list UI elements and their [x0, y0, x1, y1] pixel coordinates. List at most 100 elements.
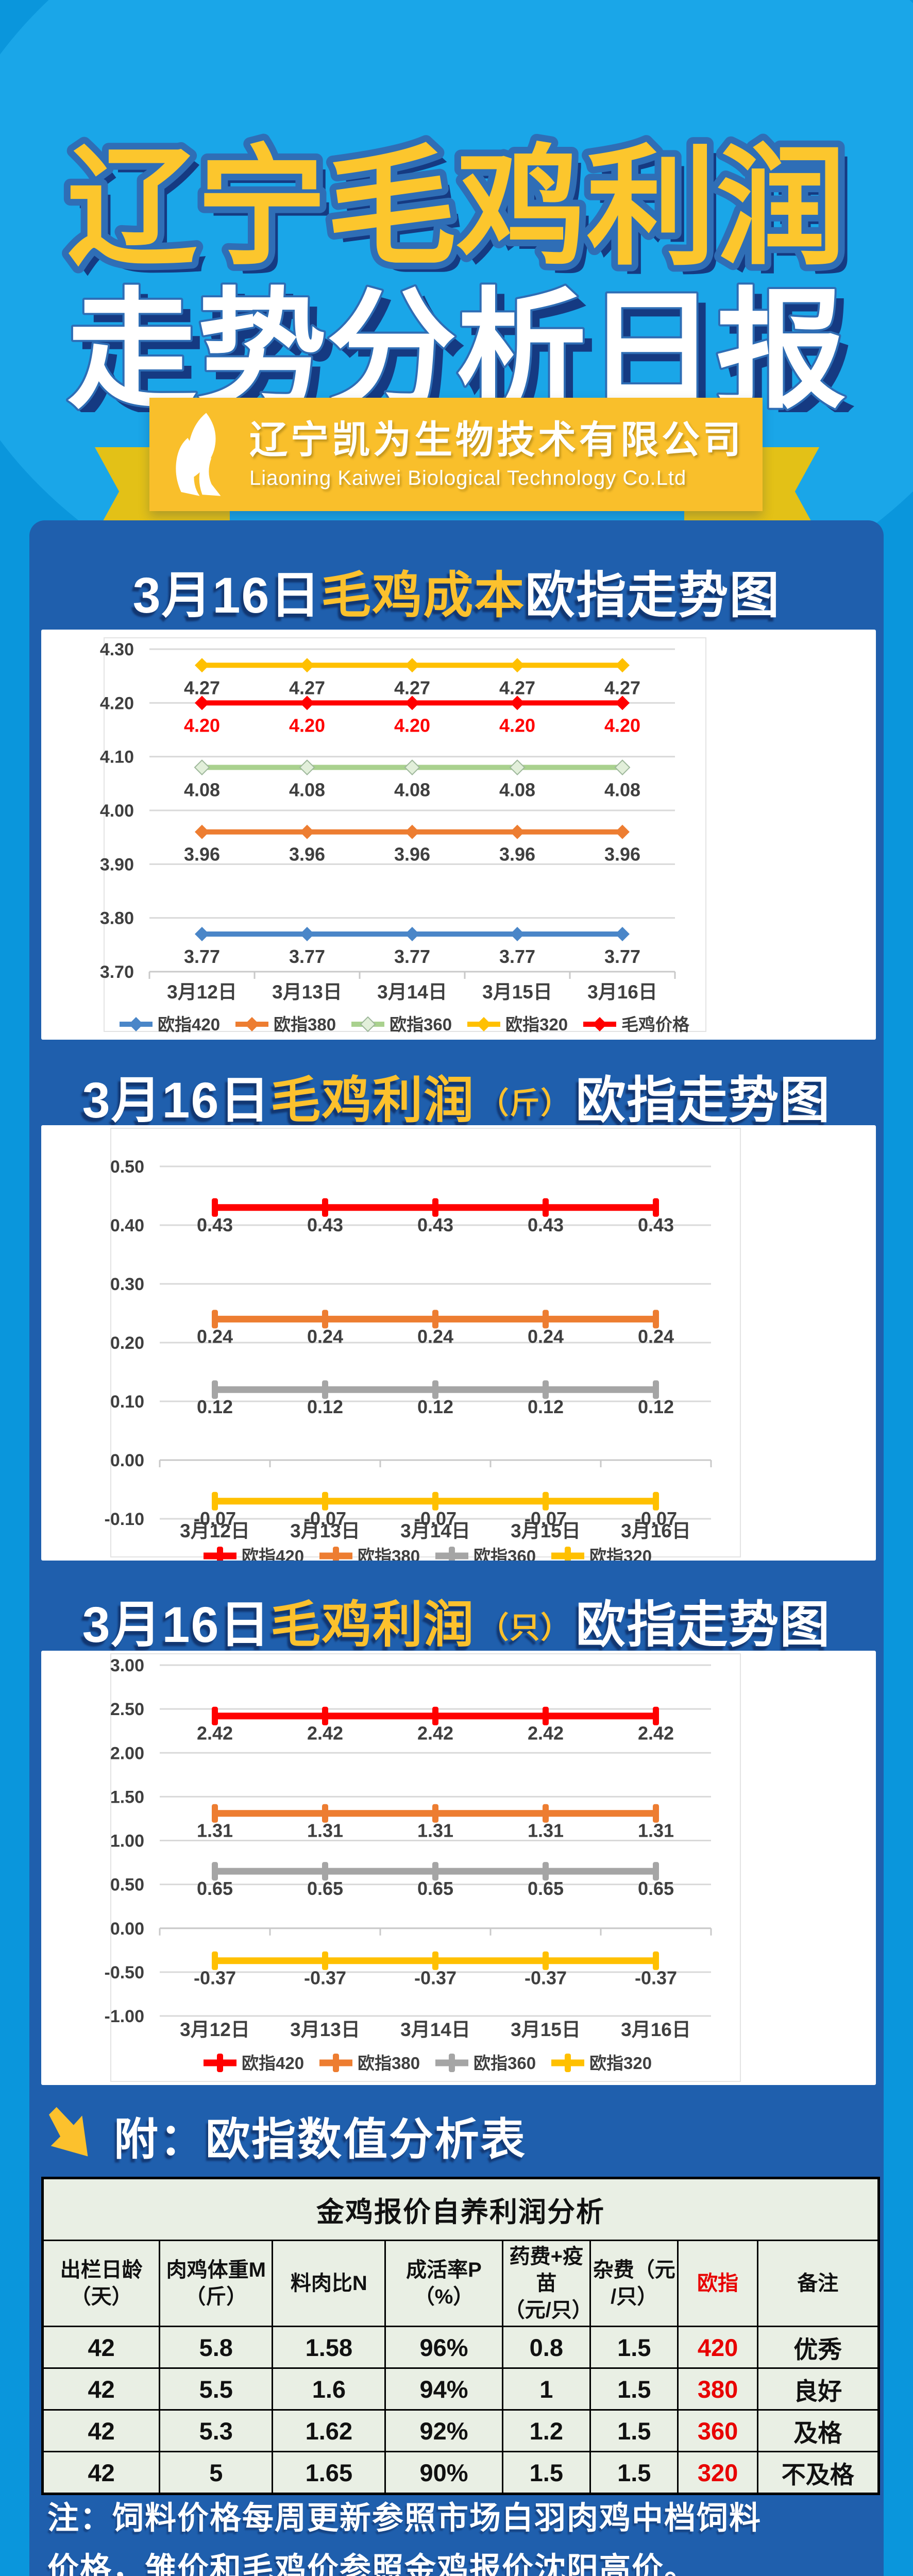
data-point-label: 0.24: [307, 1326, 343, 1347]
legend-item-毛鸡价格: 毛鸡价格: [583, 1015, 690, 1034]
title-line1: 辽宁毛鸡利润: [67, 135, 846, 280]
y-axis-tick-label: 0.20: [110, 1333, 144, 1353]
table-cell: 42: [41, 2409, 161, 2452]
data-point-marker: [653, 1492, 659, 1511]
y-axis-tick-label: 0.00: [110, 1451, 144, 1470]
data-point-marker: [449, 1547, 455, 1561]
table-title: 金鸡报价自养利润分析: [42, 2177, 880, 2241]
x-axis-tick-label: 3月14日: [400, 2019, 470, 2040]
legend-label: 欧指320: [505, 1015, 568, 1034]
data-point-marker: [543, 1804, 549, 1823]
y-axis-tick-label: 3.70: [100, 962, 134, 982]
series-欧指380: 3.96 3.96 3.96 3.96 3.96: [184, 824, 640, 865]
cost-trend-chart: 4.304.204.104.003.903.803.703.77 3.77 3.77…: [100, 637, 706, 1034]
table-row: 42 5.8 1.58 96% 0.8 1.5 420 优秀: [41, 2326, 880, 2369]
table-cell: 96%: [384, 2326, 503, 2369]
data-point-label: 0.24: [638, 1326, 674, 1347]
section-highlight: 毛鸡成本: [321, 567, 526, 623]
table-cell: 42: [41, 2326, 161, 2369]
data-point-marker: [543, 1951, 549, 1970]
data-point-label: 0.65: [307, 1878, 343, 1899]
data-point-marker: [322, 1492, 328, 1511]
data-point-label: 4.27: [394, 677, 430, 698]
data-point-marker: [195, 658, 209, 673]
data-point-label: 1.31: [638, 1820, 674, 1841]
legend-label: 欧指360: [390, 1015, 452, 1034]
x-axis-tick-label: 3月16日: [621, 2019, 691, 2040]
table-cell: 1.5: [589, 2367, 679, 2411]
series-欧指420: 2.42 2.42 2.42 2.42 2.42: [197, 1706, 674, 1744]
data-point-label: 2.42: [307, 1723, 343, 1744]
table-cell: 0.8: [501, 2326, 591, 2369]
legend-item-欧指380: 欧指380: [235, 1015, 336, 1034]
analysis-heading: 附：欧指数值分析表: [49, 2103, 527, 2167]
data-point-label: 4.20: [394, 715, 430, 736]
table-header-cell: 成活率P （%）: [384, 2240, 503, 2327]
data-point-label: 0.65: [417, 1878, 453, 1899]
data-point-marker: [322, 1380, 328, 1399]
data-point-marker: [405, 926, 419, 941]
chart-card-cost: 4.30 4.20 4.10 4.00 3.90 3.80 3.70 3.77 3.77 3.77…: [41, 630, 876, 1040]
table-row: 42 5 1.65 90% 1.5 1.5 320 不及格: [41, 2451, 880, 2495]
chart-frame: [110, 1653, 741, 2082]
data-point-marker: [593, 1017, 607, 1031]
table-cell: 360: [677, 2409, 758, 2452]
series-欧指320: 4.27 4.27 4.27 4.27 4.27: [184, 658, 640, 698]
data-point-label: 0.12: [417, 1396, 453, 1417]
data-point-marker: [432, 1492, 438, 1511]
analysis-table: 金鸡报价自养利润分析 出栏日龄 （天） 肉鸡体重M （斤） 料肉比N 成活率P （%）药…: [41, 2177, 880, 2495]
data-point-marker: [543, 1198, 549, 1217]
x-axis-tick-label: 3月13日: [290, 2019, 360, 2040]
table-cell: 94%: [384, 2367, 503, 2411]
data-point-label: -0.07: [414, 1508, 457, 1529]
x-axis-tick-label: 3月16日: [587, 981, 657, 1003]
data-point-label: 4.08: [184, 779, 220, 801]
data-point-marker: [333, 2054, 339, 2072]
table-header-cell: 备注: [756, 2240, 880, 2327]
data-point-marker: [194, 759, 210, 775]
data-point-label: -0.07: [194, 1508, 236, 1529]
data-point-label: 3.96: [604, 844, 640, 865]
table-header-cell: 肉鸡体重M （斤）: [159, 2240, 274, 2327]
series-欧指320: -0.37 -0.37 -0.37 -0.37 -0.37: [194, 1951, 677, 1989]
data-point-marker: [322, 1198, 328, 1217]
data-point-marker: [405, 824, 419, 839]
data-point-marker: [653, 1951, 659, 1970]
table-header-cell: 杂费（元 /只）: [589, 2240, 679, 2327]
y-axis-tick-label: 0.50: [110, 1875, 144, 1895]
section-suffix: 欧指走势图: [576, 1072, 831, 1128]
x-axis-tick-label: 3月16日: [621, 1520, 691, 1541]
data-point-label: -0.37: [525, 1968, 567, 1989]
data-point-marker: [212, 1492, 218, 1511]
data-point-label: 4.20: [499, 715, 535, 736]
table-header-cell: 药费+疫苗 （元/只）: [501, 2240, 593, 2327]
data-point-marker: [432, 1198, 438, 1217]
data-point-marker: [653, 1706, 659, 1725]
series-欧指360: 0.12 0.12 0.12 0.12 0.12: [197, 1380, 674, 1417]
data-point-marker: [360, 1016, 376, 1032]
legend-item-欧指420: 欧指420: [204, 1547, 304, 1561]
data-point-marker: [543, 1862, 549, 1881]
section-unit: （只）: [479, 1611, 572, 1645]
table-cell: 1.5: [589, 2326, 679, 2369]
data-point-label: 4.08: [499, 779, 535, 801]
series-欧指320: -0.07 -0.07 -0.07 -0.07 -0.07: [194, 1492, 677, 1529]
legend-label: 欧指380: [358, 1547, 420, 1561]
profit-per-jin-chart: 0.500.400.300.200.100.00-0.100.43 0.43 0.4…: [105, 1128, 741, 1561]
company-name-cn: 辽宁凯为生物技术有限公司: [249, 418, 744, 461]
legend-item-欧指360: 欧指360: [435, 1547, 536, 1561]
series-毛鸡价格: 4.20 4.20 4.20 4.20 4.20: [184, 696, 640, 736]
x-axis-tick-label: 3月15日: [511, 1520, 581, 1541]
data-point-label: 0.12: [307, 1396, 343, 1417]
y-axis-tick-label: 4.10: [100, 748, 134, 767]
data-point-label: 0.12: [638, 1396, 674, 1417]
x-axis-tick-label: 3月12日: [180, 1520, 250, 1541]
data-point-marker: [212, 1804, 218, 1823]
table-cell: 1.2: [501, 2409, 591, 2452]
data-point-label: 4.27: [184, 677, 220, 698]
data-point-marker: [195, 824, 209, 839]
data-point-marker: [509, 759, 526, 775]
data-point-marker: [300, 658, 314, 673]
table-cell: 及格: [756, 2409, 880, 2452]
